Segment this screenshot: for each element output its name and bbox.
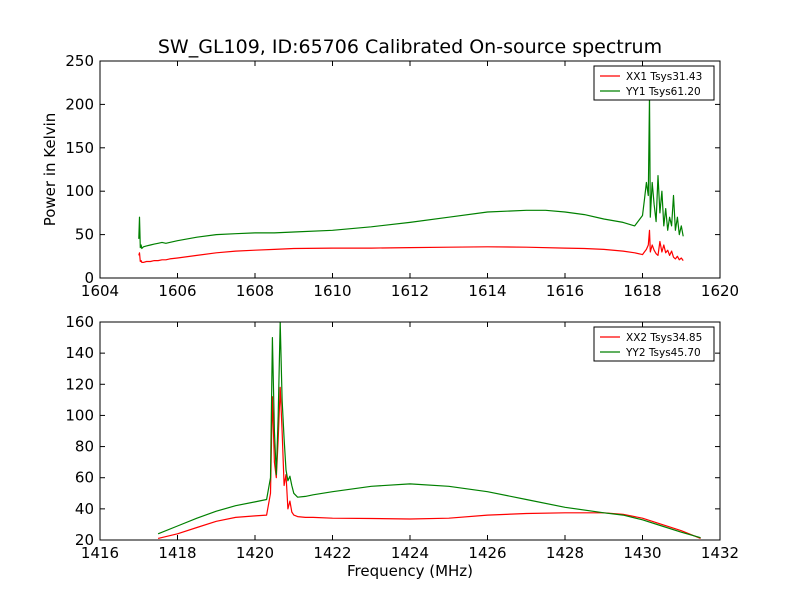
y-tick-label: 150 — [65, 139, 94, 157]
legend: XX1 Tsys31.43 YY1 Tsys61.20 — [593, 65, 715, 101]
legend: XX2 Tsys34.85 YY2 Tsys45.70 — [593, 326, 715, 362]
x-tick-label: 1616 — [546, 282, 584, 300]
x-tick-label: 1612 — [391, 282, 429, 300]
x-tick-label: 1432 — [701, 544, 739, 562]
series-line-xx — [138, 229, 684, 263]
x-tick-label: 1420 — [236, 544, 274, 562]
x-tick-label: 1608 — [236, 282, 274, 300]
lower-panel: 1416 1418 1420 1422 1424 1426 1428 1430 1432 20 40… — [65, 313, 739, 580]
plot-area — [157, 322, 701, 539]
x-tick-label: 1424 — [391, 544, 429, 562]
x-axis-label: Frequency (MHz) — [347, 562, 473, 580]
y-tick-label: 100 — [65, 406, 94, 424]
legend-box — [593, 326, 715, 362]
series-line-xx — [157, 386, 701, 539]
x-tick-label: 1606 — [158, 282, 196, 300]
legend-box — [593, 65, 715, 101]
y-tick-label: 20 — [75, 531, 94, 549]
y-tick-label: 40 — [75, 500, 94, 518]
y-tick-label: 100 — [65, 182, 94, 200]
plot-area — [138, 95, 684, 263]
legend-label: XX2 Tsys34.85 — [626, 332, 702, 344]
y-axis-label: Power in Kelvin — [41, 113, 59, 227]
x-tick-label: 1618 — [623, 282, 661, 300]
legend-label: XX1 Tsys31.43 — [626, 71, 702, 83]
x-tick-label: 1428 — [546, 544, 584, 562]
x-tick-label: 1416 — [81, 544, 119, 562]
x-tick-label: 1614 — [468, 282, 506, 300]
y-tick-label: 120 — [65, 375, 94, 393]
x-tick-label: 1604 — [81, 282, 119, 300]
y-tick-label: 60 — [75, 469, 94, 487]
x-tick-label: 1418 — [158, 544, 196, 562]
y-tick-label: 250 — [65, 52, 94, 70]
y-tick-label: 50 — [75, 226, 94, 244]
x-tick-label: 1610 — [313, 282, 351, 300]
y-tick-label: 140 — [65, 344, 94, 362]
series-line-yy — [157, 322, 701, 539]
y-tick-label: 0 — [84, 269, 94, 287]
x-tick-label: 1430 — [623, 544, 661, 562]
series-line-yy — [138, 95, 684, 250]
upper-panel: 1604 1606 1608 1610 1612 1614 1616 1618 1620 0 50 1… — [41, 52, 739, 300]
y-tick-label: 160 — [65, 313, 94, 331]
legend-label: YY2 Tsys45.70 — [625, 347, 701, 359]
x-tick-label: 1426 — [468, 544, 506, 562]
x-tick-label: 1422 — [313, 544, 351, 562]
legend-label: YY1 Tsys61.20 — [625, 86, 701, 98]
y-tick-label: 80 — [75, 438, 94, 456]
y-tick-label: 200 — [65, 95, 94, 113]
x-tick-label: 1620 — [701, 282, 739, 300]
chart-title: SW_GL109, ID:65706 Calibrated On-source … — [158, 36, 662, 58]
